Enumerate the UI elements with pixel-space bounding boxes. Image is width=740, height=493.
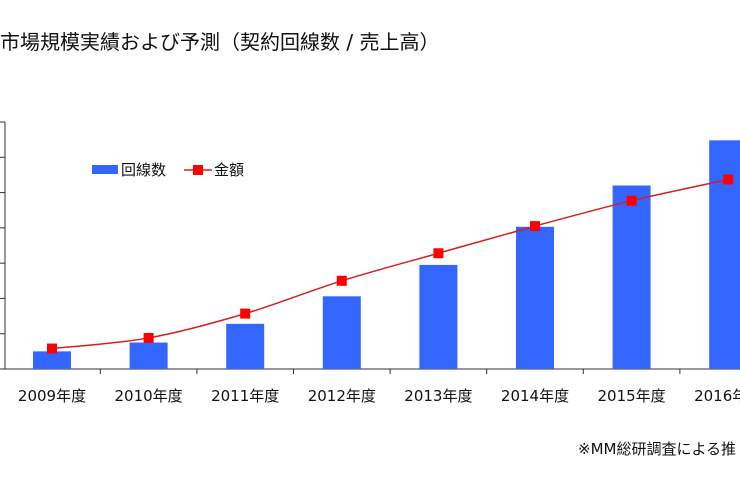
bar	[419, 264, 458, 369]
line-marker	[530, 221, 540, 232]
legend-label-bar: 回線数	[121, 161, 166, 179]
source-note: ※MM総研調査による推	[578, 440, 737, 458]
x-tick-label: 2011年度	[211, 387, 279, 405]
bar	[33, 351, 71, 369]
line-marker	[336, 275, 347, 286]
bar	[516, 226, 554, 369]
bar	[129, 342, 168, 369]
line-marker	[47, 343, 57, 354]
line-marker	[240, 308, 251, 319]
legend-swatch-bar	[92, 165, 118, 174]
legend-swatch-marker	[193, 165, 203, 175]
chart-title: 市場規模実績および予測（契約回線数 / 売上高）	[0, 30, 440, 54]
line-marker	[143, 332, 154, 343]
bar	[226, 323, 265, 369]
x-tick-label: 2009年度	[18, 387, 86, 405]
x-tick-label: 2016年度	[694, 387, 740, 405]
x-axis-ticks: 2009年度 2010年度 2011年度 2012年度 2013年度 2014年度 2015…	[18, 369, 740, 405]
line-path	[51, 178, 729, 350]
line-marker	[626, 195, 637, 206]
x-tick-label: 2013年度	[404, 387, 472, 405]
x-tick-label: 2015年度	[598, 387, 666, 405]
line-series	[47, 174, 734, 354]
x-tick-label: 2014年度	[501, 387, 569, 405]
bar	[612, 185, 651, 369]
bar	[322, 296, 361, 369]
legend: 回線数 金額	[92, 161, 244, 179]
bar-series	[33, 140, 740, 369]
legend-label-line: 金額	[214, 161, 244, 179]
line-marker	[433, 248, 444, 259]
line-marker	[723, 174, 734, 185]
x-tick-label: 2010年度	[115, 387, 183, 405]
x-tick-label: 2012年度	[308, 387, 376, 405]
